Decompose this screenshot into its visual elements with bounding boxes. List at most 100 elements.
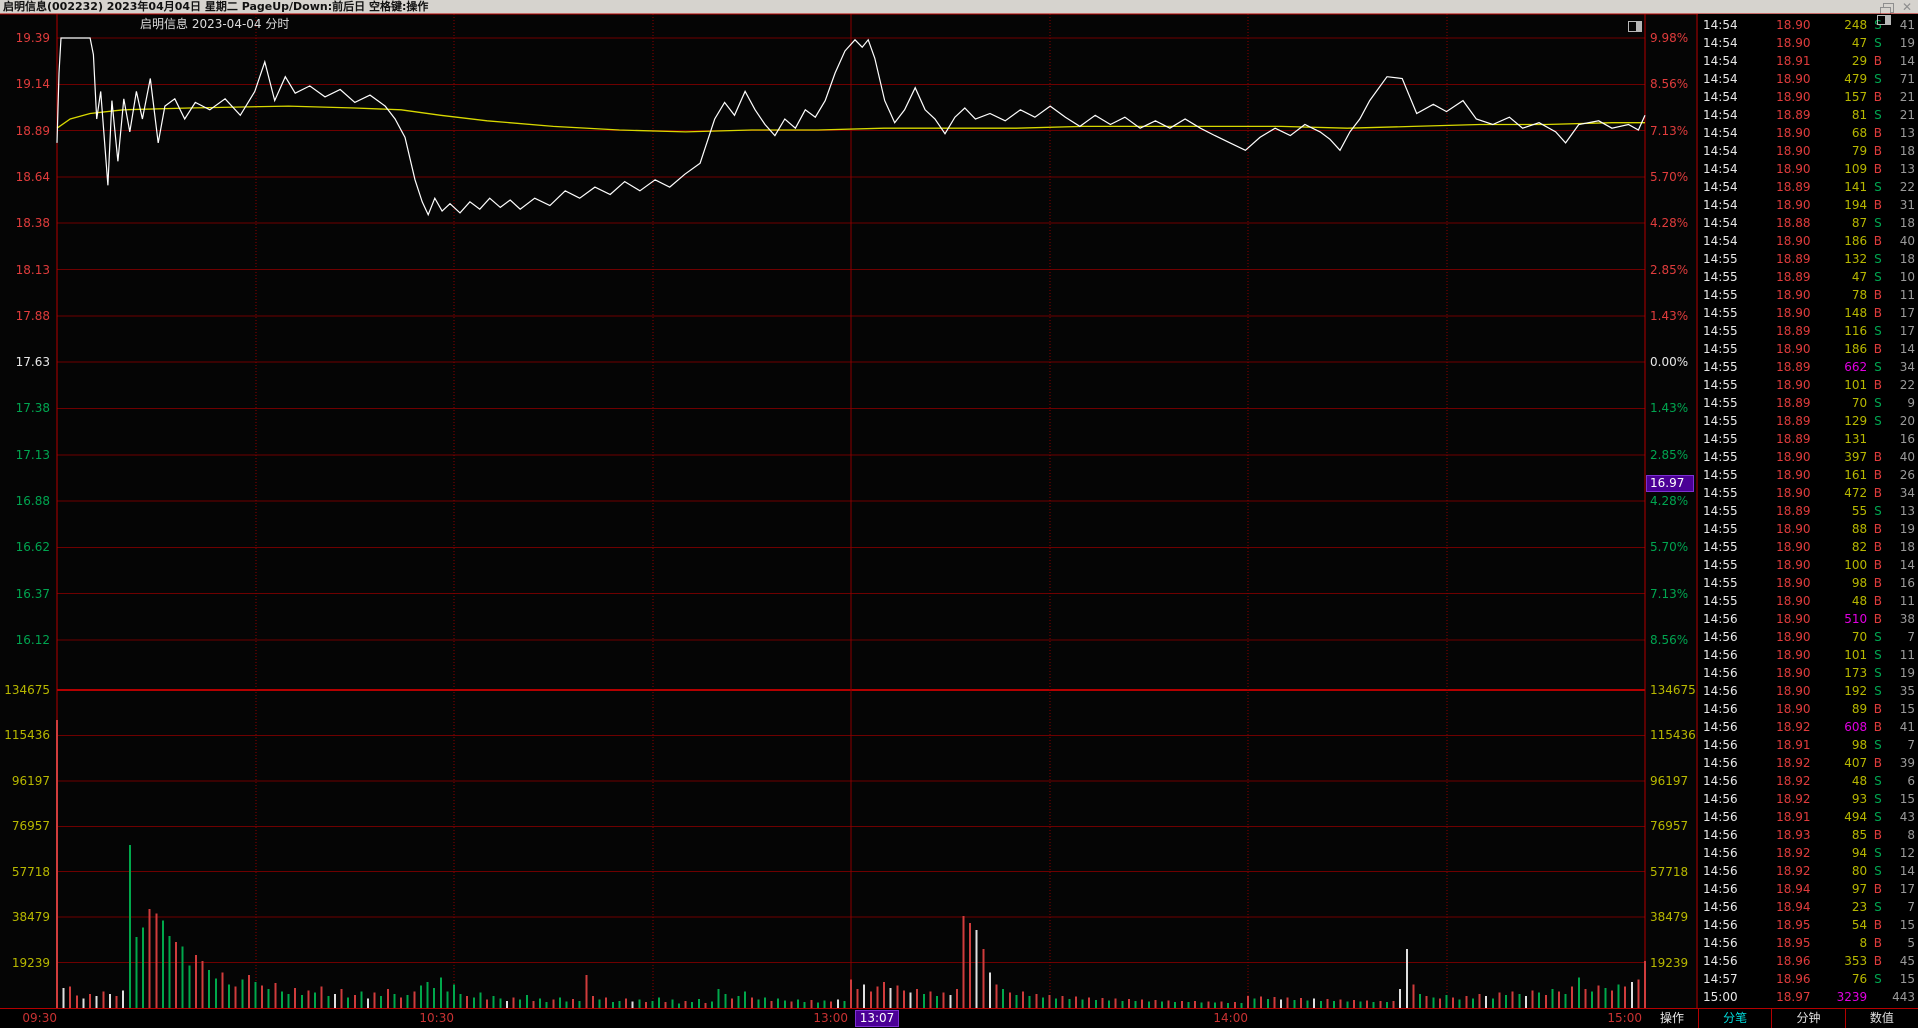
panel-toggle-icon[interactable] (1628, 21, 1642, 32)
trade-price: 18.90 (1776, 306, 1811, 320)
panel-toggle-icon[interactable] (1877, 15, 1891, 25)
trade-time: 14:56 (1703, 648, 1738, 662)
trade-count: 26 (1899, 468, 1915, 482)
trade-row: 14:55 18.90 82 B 18 (1698, 538, 1918, 556)
trade-count: 22 (1899, 180, 1915, 194)
trade-row: 14:55 18.89 131 16 (1698, 430, 1918, 448)
trade-volume: 101 (1844, 648, 1868, 662)
trade-volume: 397 (1844, 450, 1868, 464)
trade-row: 14:55 18.89 116 S 17 (1698, 322, 1918, 340)
footer-bar: 09:30 10:30 13:00 14:00 15:00 13:07 操作 分笔 分钟… (0, 1008, 1918, 1028)
trade-time: 14:54 (1703, 144, 1738, 158)
trade-price: 18.89 (1776, 180, 1811, 194)
trade-row: 14:56 18.92 93 S 15 (1698, 790, 1918, 808)
trade-time: 14:56 (1703, 864, 1738, 878)
trade-volume: 94 (1851, 846, 1868, 860)
trade-row: 14:56 18.92 80 S 14 (1698, 862, 1918, 880)
time-axis-label: 13:00 (813, 1011, 848, 1025)
trade-volume: 54 (1851, 918, 1868, 932)
trade-price: 18.93 (1776, 828, 1811, 842)
trade-time: 14:55 (1703, 594, 1738, 608)
trade-price: 18.90 (1776, 594, 1811, 608)
trade-volume: 192 (1844, 684, 1868, 698)
trade-volume: 87 (1851, 216, 1868, 230)
trade-time: 14:55 (1703, 396, 1738, 410)
trade-time: 14:56 (1703, 702, 1738, 716)
trade-count: 12 (1899, 846, 1915, 860)
trade-price: 18.89 (1776, 270, 1811, 284)
title-bar: 启明信息(002232) 2023年04月04日 星期二 PageUp/Down… (0, 0, 1918, 17)
tab-minute[interactable]: 分钟 (1771, 1009, 1844, 1028)
trade-row: 14:54 18.90 186 B 40 (1698, 232, 1918, 250)
trade-volume: 3239 (1836, 990, 1868, 1004)
trade-count: 13 (1899, 126, 1915, 140)
trade-volume: 82 (1851, 540, 1868, 554)
trade-time: 14:54 (1703, 162, 1738, 176)
trade-price: 18.90 (1776, 666, 1811, 680)
trade-direction-flag: S (1874, 36, 1882, 50)
volume-axis-label: 134675 (4, 683, 50, 697)
trade-time: 14:56 (1703, 954, 1738, 968)
trade-price: 18.92 (1776, 720, 1811, 734)
trade-count: 19 (1899, 36, 1915, 50)
trade-time: 14:56 (1703, 630, 1738, 644)
trade-time: 14:54 (1703, 72, 1738, 86)
trade-count: 41 (1899, 18, 1915, 32)
price-axis-label: 18.89 (15, 123, 50, 138)
trade-row: 14:55 18.89 132 S 18 (1698, 250, 1918, 268)
trade-volume: 407 (1844, 756, 1868, 770)
trade-time: 14:54 (1703, 90, 1738, 104)
trade-count: 13 (1899, 504, 1915, 518)
trade-time: 15:00 (1703, 990, 1738, 1004)
trade-time: 14:54 (1703, 54, 1738, 68)
trade-row: 14:54 18.90 157 B 21 (1698, 88, 1918, 106)
trade-volume: 116 (1844, 324, 1868, 338)
trade-time: 14:54 (1703, 198, 1738, 212)
percent-axis-label: 4.28% (1650, 494, 1689, 509)
trade-time: 14:55 (1703, 342, 1738, 356)
percent-axis-label: 2.85% (1650, 447, 1689, 462)
trade-direction-flag: B (1873, 54, 1882, 68)
close-window-icon[interactable]: ✕ (1901, 0, 1912, 14)
trade-price: 18.90 (1776, 468, 1811, 482)
action-menu-button[interactable]: 操作 (1659, 1011, 1684, 1025)
trade-time: 14:55 (1703, 504, 1738, 518)
trade-count: 9 (1907, 396, 1915, 410)
trade-direction-flag: B (1873, 288, 1882, 302)
trade-time: 14:54 (1703, 18, 1738, 32)
trade-volume: 129 (1844, 414, 1868, 428)
trade-price: 18.90 (1776, 450, 1811, 464)
trade-direction-flag: B (1873, 198, 1882, 212)
tab-tick-list[interactable]: 分笔 (1698, 1009, 1771, 1028)
trade-count: 11 (1899, 594, 1915, 608)
trade-row: 14:56 18.92 94 S 12 (1698, 844, 1918, 862)
trade-price: 18.95 (1776, 936, 1811, 950)
trade-direction-flag: B (1873, 558, 1882, 572)
trade-direction-flag: B (1873, 918, 1882, 932)
time-axis-label: 14:00 (1213, 1011, 1248, 1025)
trade-time: 14:56 (1703, 900, 1738, 914)
trade-count: 5 (1907, 936, 1915, 950)
price-axis-label: 17.63 (15, 355, 50, 370)
trade-row: 14:54 18.88 87 S 18 (1698, 214, 1918, 232)
trade-price: 18.95 (1776, 918, 1811, 932)
trade-direction-flag: B (1873, 720, 1882, 734)
trade-volume: 81 (1851, 108, 1868, 122)
trade-price: 18.89 (1776, 360, 1811, 374)
trade-row: 14:55 18.90 472 B 34 (1698, 484, 1918, 502)
trade-direction-flag: S (1874, 972, 1882, 986)
trade-time: 14:55 (1703, 288, 1738, 302)
trade-time: 14:56 (1703, 612, 1738, 626)
percent-axis-label: 5.70% (1650, 169, 1689, 184)
price-axis-label: 19.14 (15, 77, 50, 92)
trade-direction-flag: S (1874, 270, 1882, 284)
price-axis-label: 19.39 (15, 31, 50, 45)
percent-axis-label: 8.56% (1650, 633, 1689, 647)
trade-price: 18.97 (1776, 990, 1811, 1004)
trade-time: 14:54 (1703, 234, 1738, 248)
price-axis-label: 17.88 (15, 308, 50, 323)
trade-count: 11 (1899, 648, 1915, 662)
trade-count: 35 (1899, 684, 1915, 698)
tab-values[interactable]: 数值 (1844, 1009, 1918, 1028)
